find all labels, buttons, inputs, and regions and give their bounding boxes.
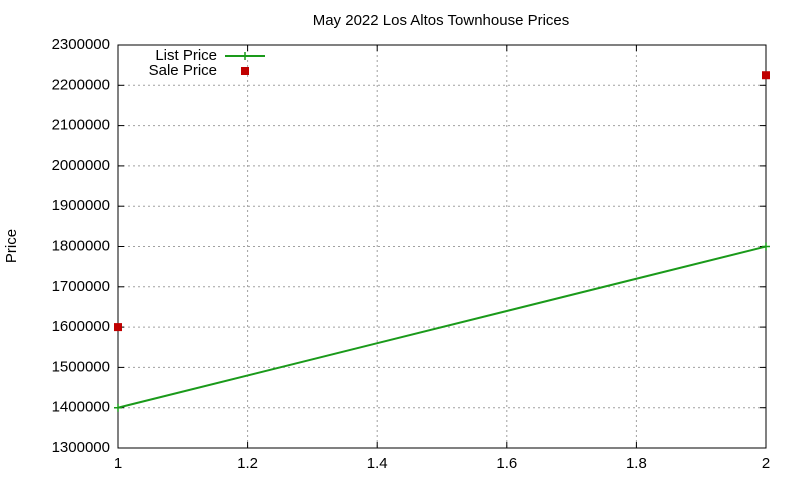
data-point (762, 71, 770, 80)
y-tick-label: 1800000 (52, 237, 110, 254)
data-point (762, 242, 770, 251)
y-tick-label: 1600000 (52, 318, 110, 335)
y-tick-label: 1500000 (52, 358, 110, 375)
y-tick-label: 1300000 (52, 439, 110, 456)
y-tick-label: 1900000 (52, 197, 110, 214)
x-tick-label: 1.4 (367, 455, 388, 472)
y-tick-label: 2300000 (52, 36, 110, 53)
legend-label: Sale Price (149, 62, 217, 79)
x-tick-label: 1.2 (237, 455, 258, 472)
x-tick-label: 1.8 (626, 455, 647, 472)
legend-swatch (241, 67, 249, 75)
legend-swatch (241, 52, 249, 60)
y-tick-label: 2200000 (52, 76, 110, 93)
y-tick-label: 2100000 (52, 117, 110, 134)
y-tick-label: 1400000 (52, 399, 110, 416)
data-point (114, 323, 122, 332)
data-point (114, 403, 122, 412)
y-tick-label: 1700000 (52, 278, 110, 295)
chart-title: May 2022 Los Altos Townhouse Prices (313, 12, 570, 29)
x-tick-label: 1.6 (496, 455, 517, 472)
y-axis-label: Price (3, 229, 20, 263)
data-line (117, 245, 767, 409)
y-tick-label: 2000000 (52, 157, 110, 174)
x-tick-label: 2 (762, 455, 770, 472)
legend-label: List Price (155, 47, 217, 64)
x-tick-label: 1 (114, 455, 122, 472)
